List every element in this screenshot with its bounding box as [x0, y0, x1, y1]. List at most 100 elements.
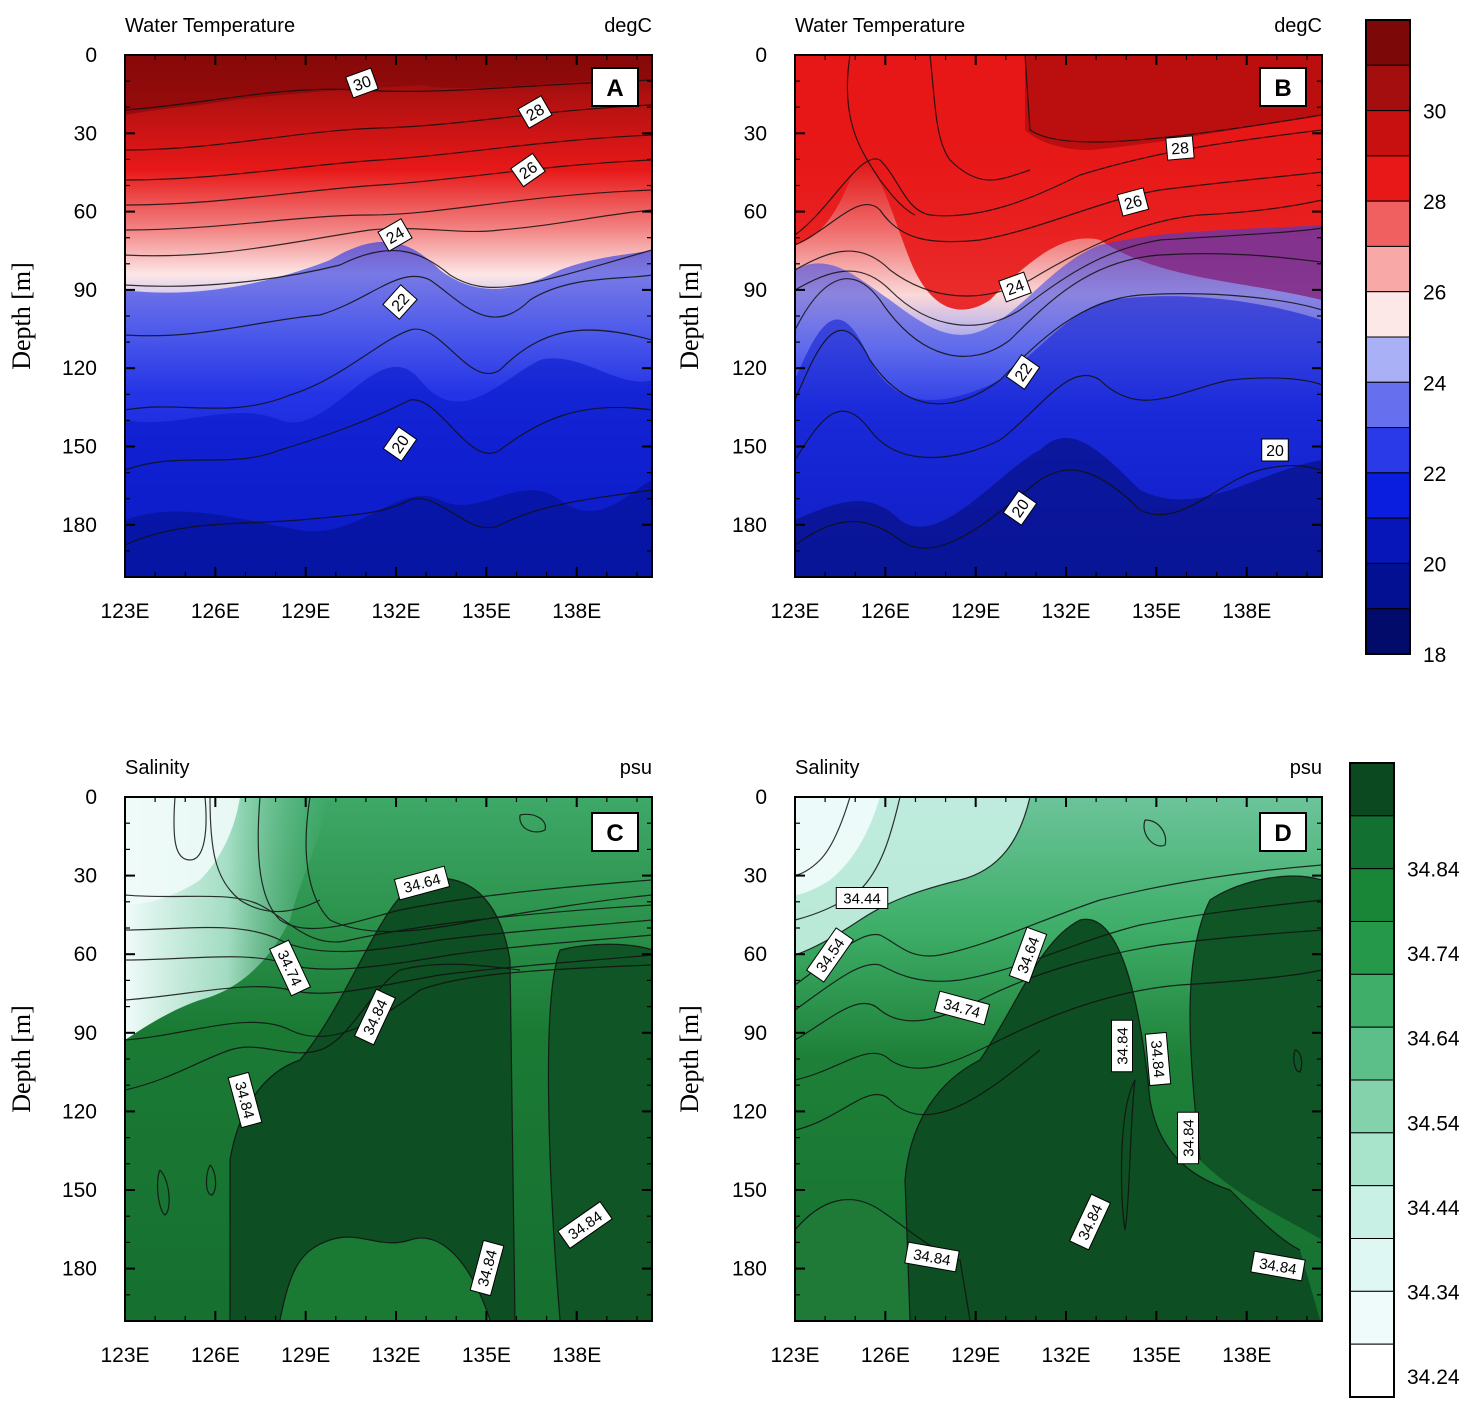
panel-a-y-tick-label: 150: [62, 436, 97, 459]
temperature-colorbar-swatch: [1365, 381, 1411, 429]
panel-d-y-tick-label: 30: [744, 865, 767, 888]
contour-label: 24: [998, 271, 1032, 303]
panel-c-title-right: psu: [620, 757, 652, 779]
panel-c-y-tick-label: 180: [62, 1258, 97, 1281]
contour-label: 34.84: [1177, 1111, 1199, 1165]
panel-b-x-tick-label: 132E: [1042, 600, 1091, 623]
panel-d-x-tick-label: 135E: [1132, 1344, 1181, 1367]
temperature-colorbar-swatch: [1365, 200, 1411, 247]
panel-b-y-tick-label: 60: [744, 201, 767, 224]
contour-label: 34.44: [835, 887, 889, 909]
temperature-colorbar-swatch: [1365, 427, 1411, 474]
panel-d-y-tick-label: 180: [732, 1258, 767, 1281]
salinity-colorbar-label: 34.84: [1407, 859, 1460, 882]
panel-a-title-right: degC: [604, 15, 652, 37]
panel-c-y-tick-label: 30: [74, 865, 97, 888]
panel-b-x-tick-label: 135E: [1132, 600, 1181, 623]
panel-b-y-axis: 0 30 60 90 120 150 180: [732, 44, 1322, 578]
panel-d-y-tick-label: 120: [732, 1100, 767, 1123]
panel-a-x-tick-label: 126E: [191, 600, 240, 623]
panel-c-x-tick-label: 129E: [281, 1344, 330, 1367]
panel-a-x-tick-label: 129E: [281, 600, 330, 623]
temperature-colorbar-swatch: [1365, 472, 1411, 519]
temperature-colorbar-swatch: [1365, 64, 1411, 112]
panel-a-field: [125, 55, 652, 577]
svg-text:24: 24: [1004, 277, 1027, 299]
panel-a-label-box: [591, 67, 639, 107]
panel-b-x-tick-label: 123E: [770, 600, 819, 623]
panel-c: Salinity psu C 34.6434.7434.8434.8434.84…: [7, 757, 653, 1367]
panel-b-y-tick-label: 90: [744, 279, 767, 302]
contour-label: 20: [1261, 438, 1289, 462]
panel-c-x-tick-label: 138E: [552, 1344, 601, 1367]
svg-text:34.84: 34.84: [912, 1246, 952, 1269]
panel-d-title-left: Salinity: [795, 757, 859, 779]
contour-label: 34.84: [1068, 1193, 1112, 1251]
panel-a-x-tick-label: 138E: [552, 600, 601, 623]
temperature-colorbar-swatch: [1365, 608, 1411, 655]
panel-a-x-tick-label: 132E: [372, 600, 421, 623]
salinity-colorbar-swatch: [1349, 973, 1395, 1028]
panel-d-y-tick-label: 0: [755, 786, 767, 809]
panel-c-x-tick-label: 135E: [462, 1344, 511, 1367]
panel-b-y-tick-label: 150: [732, 436, 767, 459]
salinity-colorbar: 34.84 34.74 34.64 34.54 34.44 34.34 34.24: [1349, 762, 1460, 1398]
panel-c-x-tick-label: 123E: [100, 1344, 149, 1367]
panel-a-title-left: Water Temperature: [125, 15, 295, 37]
temperature-colorbar-label: 28: [1423, 191, 1446, 214]
contour-label: 28: [517, 95, 553, 129]
salinity-colorbar-swatch: [1349, 921, 1395, 975]
panel-d-ylabel: Depth [m]: [675, 1005, 704, 1113]
contour-label: 22: [382, 284, 418, 320]
panel-a-label: A: [606, 75, 623, 102]
panel-c-x-axis: 123E 126E 129E 132E 135E 138E: [100, 797, 638, 1367]
panel-c-x-tick-label: 126E: [191, 1344, 240, 1367]
salinity-colorbar-label: 34.64: [1407, 1028, 1460, 1051]
panel-b-x-tick-label: 126E: [861, 600, 910, 623]
temperature-colorbar-label: 26: [1423, 282, 1446, 305]
panel-c-field: [125, 797, 652, 1321]
svg-text:34.44: 34.44: [843, 890, 881, 907]
panel-d-x-tick-label: 126E: [861, 1344, 910, 1367]
salinity-colorbar-label: 34.74: [1407, 943, 1460, 966]
svg-text:24: 24: [384, 224, 408, 248]
temperature-colorbar-label: 20: [1423, 553, 1446, 576]
panel-a-x-axis: 123E 126E 129E 132E 135E 138E: [100, 55, 638, 623]
panel-d-x-tick-label: 129E: [951, 1344, 1000, 1367]
temperature-colorbar-swatch: [1365, 336, 1411, 383]
panel-d-y-tick-label: 60: [744, 943, 767, 966]
salinity-colorbar-swatch: [1349, 1132, 1395, 1187]
salinity-colorbar-swatch: [1349, 1185, 1395, 1239]
panel-c-y-tick-label: 60: [74, 943, 97, 966]
temperature-colorbar: 30 28 26 24 22 20 18: [1365, 19, 1447, 667]
temperature-colorbar-swatch: [1365, 155, 1411, 202]
salinity-colorbar-label: 34.54: [1407, 1112, 1460, 1135]
panel-b-x-tick-label: 129E: [951, 600, 1000, 623]
panel-d-title-right: psu: [1290, 757, 1322, 779]
salinity-colorbar-swatch: [1349, 1290, 1395, 1345]
panel-c-y-tick-label: 150: [62, 1179, 97, 1202]
panel-a-y-axis: 0 30 60 90 120 150 180: [62, 44, 652, 578]
temperature-colorbar-swatch: [1365, 110, 1411, 157]
panel-a-y-tick-label: 0: [85, 44, 97, 67]
temperature-colorbar-label: 18: [1423, 644, 1446, 667]
panel-c-y-tick-label: 120: [62, 1100, 97, 1123]
temperature-colorbar-label: 24: [1423, 372, 1447, 395]
svg-text:26: 26: [1123, 193, 1145, 214]
svg-text:34.84: 34.84: [1114, 1027, 1131, 1065]
panel-b-y-tick-label: 120: [732, 357, 767, 380]
svg-text:34.84: 34.84: [1258, 1255, 1298, 1278]
temperature-colorbar-swatch: [1365, 245, 1411, 293]
svg-text:28: 28: [524, 101, 548, 125]
panel-a-x-tick-label: 135E: [462, 600, 511, 623]
contour-label: 26: [510, 152, 546, 188]
svg-text:28: 28: [1171, 140, 1190, 158]
panel-d-label: D: [1274, 820, 1291, 847]
salinity-colorbar-swatch: [1349, 1343, 1395, 1398]
panel-b-ylabel: Depth [m]: [675, 262, 704, 370]
contour-label: 26: [1116, 187, 1150, 217]
salinity-colorbar-label: 34.24: [1407, 1366, 1460, 1389]
